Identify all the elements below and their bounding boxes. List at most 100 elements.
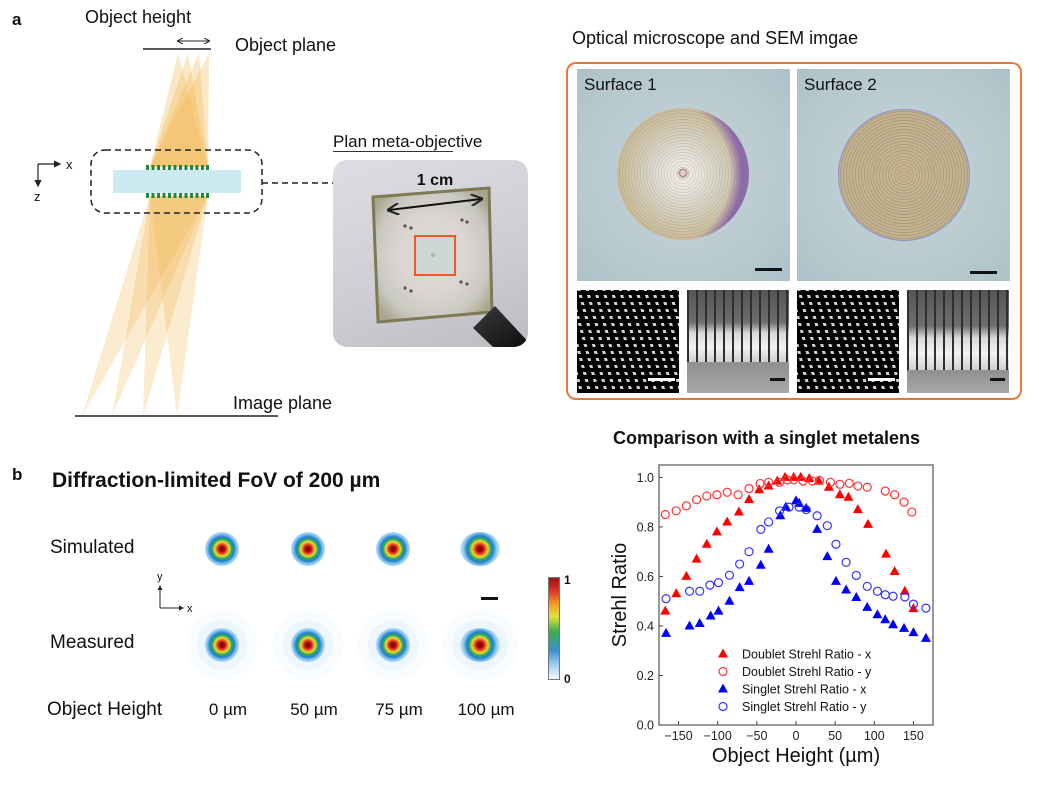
panel-a-label: a (12, 10, 22, 29)
light-cone (82, 196, 208, 416)
colorbar-max-label: 1 (564, 573, 571, 587)
data-point (684, 620, 695, 630)
data-point (712, 490, 722, 500)
data-point (812, 511, 822, 521)
meta-atoms-bottom (146, 193, 209, 198)
data-point (782, 475, 792, 485)
data-point (671, 588, 682, 598)
surface-1-sem-top-view (577, 290, 679, 393)
photo-title-underline (333, 151, 453, 152)
x-tick-label: 150 (903, 729, 924, 743)
data-point (853, 481, 863, 491)
data-point (695, 586, 705, 596)
nanopillars (687, 290, 789, 363)
panel-b-label: b (12, 465, 23, 484)
light-cones-image-side (82, 196, 208, 416)
row-label-simulated: Simulated (50, 537, 135, 558)
data-point (852, 504, 863, 514)
data-point (724, 570, 735, 580)
x-tick-label: −150 (664, 729, 692, 743)
microscope-frame (566, 62, 1022, 400)
data-point (660, 605, 671, 615)
data-point (713, 578, 724, 588)
data-point (862, 601, 873, 611)
data-point (908, 599, 919, 609)
psf-scale-bar (481, 597, 498, 600)
y-tick-label: 0.2 (637, 669, 654, 683)
data-point (661, 627, 672, 637)
legend-marker (718, 648, 728, 658)
light-cone (150, 196, 208, 416)
meta-objective-sample: 1 cm (371, 172, 528, 347)
y-tick-label: 0.4 (637, 619, 654, 633)
surface-2-lens (838, 109, 970, 241)
data-point (722, 487, 732, 497)
data-point (831, 539, 841, 549)
row-label-measured: Measured (50, 632, 135, 653)
data-point (921, 603, 931, 613)
x-tick-label: 50 (828, 729, 842, 743)
data-point (744, 483, 754, 494)
data-point (899, 585, 910, 595)
object-height-label: Object height (85, 7, 192, 27)
data-point (899, 622, 910, 632)
light-cone (112, 196, 208, 416)
data-point (851, 570, 861, 581)
data-point (772, 475, 783, 485)
data-point (763, 480, 774, 490)
data-point (899, 497, 909, 507)
data-point (744, 575, 755, 585)
scale-bar (970, 271, 997, 274)
substrate (907, 370, 1009, 393)
scale-bar (990, 378, 1005, 381)
microscope-title: Optical microscope and SEM imgae (572, 28, 859, 48)
column-label-0um: 0 µm (208, 700, 248, 719)
data-point (908, 627, 919, 637)
x-tick-label: −50 (746, 729, 767, 743)
meta-atoms-top (146, 165, 209, 170)
legend-label: Singlet Strehl Ratio - x (742, 683, 867, 697)
data-point (830, 575, 841, 585)
data-point (801, 502, 812, 512)
data-point (834, 489, 845, 499)
x-tick-label: 0 (793, 729, 800, 743)
photo-title: Plan meta-objective (333, 132, 483, 151)
chart-title: Comparison with a singlet metalens (613, 428, 921, 448)
data-point (756, 524, 766, 534)
data-point (862, 581, 872, 591)
y-tick-label: 0.8 (637, 520, 654, 534)
data-point (774, 506, 785, 516)
data-point (735, 559, 745, 569)
object-plane-label: Object plane (235, 35, 337, 55)
data-point (701, 538, 712, 548)
data-point (872, 586, 883, 596)
data-point (789, 475, 799, 485)
column-label-100um: 100 µm (457, 700, 515, 719)
data-point (888, 591, 898, 601)
data-point (822, 521, 832, 531)
data-point (844, 478, 854, 488)
surface-1-lens-center (677, 167, 689, 179)
data-point (862, 482, 872, 492)
data-point (822, 551, 833, 561)
data-point (754, 484, 765, 494)
data-point (814, 475, 825, 485)
alignment-marks (403, 218, 469, 293)
data-point (713, 605, 724, 615)
substrate (687, 362, 789, 393)
legend-marker (718, 701, 728, 712)
psf-simulated-75um (376, 532, 410, 566)
data-point (660, 509, 670, 520)
surface-2-sem-top-view (797, 290, 899, 393)
colorbar-min-label: 0 (564, 672, 571, 686)
legend-label: Doublet Strehl Ratio - y (742, 665, 872, 679)
psf-simulated-50um (291, 532, 325, 566)
data-point (694, 617, 705, 627)
data-point (755, 559, 766, 569)
column-label-75um: 75 µm (375, 700, 423, 719)
light-cones-object-side (150, 53, 209, 167)
data-point (880, 614, 891, 624)
data-point (825, 477, 836, 487)
data-point (763, 477, 774, 487)
